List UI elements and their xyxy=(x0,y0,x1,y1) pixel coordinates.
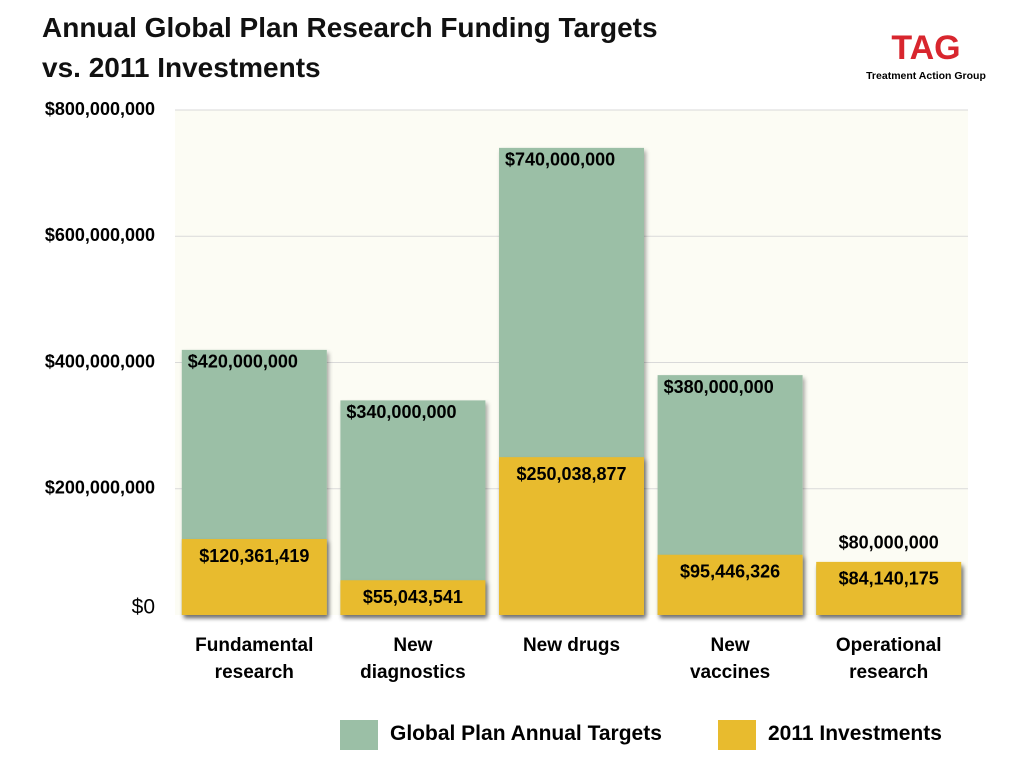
value-label: $380,000,000 xyxy=(664,377,774,397)
x-tick-label: New vaccines xyxy=(689,635,771,683)
legend-swatch xyxy=(340,720,378,750)
legend-swatch xyxy=(718,720,756,750)
value-label: $420,000,000 xyxy=(188,352,298,372)
bar xyxy=(340,580,486,615)
value-label: $80,000,000 xyxy=(839,533,939,553)
y-tick-label: $400,000,000 xyxy=(45,351,155,371)
bar xyxy=(499,457,644,615)
legend-label: 2011 Investments xyxy=(768,722,942,745)
value-label: $250,038,877 xyxy=(516,464,626,484)
bar xyxy=(340,400,486,615)
y-tick-label: $0 xyxy=(132,596,155,619)
value-label: $95,446,326 xyxy=(680,561,780,581)
y-tick-label: $600,000,000 xyxy=(45,225,155,245)
x-tick-label: New drugs xyxy=(522,635,621,656)
x-tick-label: New diagnostics xyxy=(360,635,466,683)
x-tick-label: Fundamental research xyxy=(195,635,314,683)
bar xyxy=(657,554,803,615)
x-tick-label: Operational research xyxy=(835,635,942,683)
legend-label: Global Plan Annual Targets xyxy=(390,722,662,745)
bar xyxy=(816,561,962,615)
logo-name: Treatment Action Group xyxy=(866,70,986,82)
value-label: $340,000,000 xyxy=(346,402,456,422)
value-label: $84,140,175 xyxy=(839,569,939,589)
value-label: $55,043,541 xyxy=(363,587,463,607)
bar xyxy=(181,539,327,615)
chart-title: Annual Global Plan Research Funding Targ… xyxy=(42,12,658,83)
y-tick-label: $800,000,000 xyxy=(45,99,155,119)
y-tick-label: $200,000,000 xyxy=(45,478,155,498)
value-label: $740,000,000 xyxy=(505,150,615,170)
value-label: $120,361,419 xyxy=(199,546,309,566)
logo-mark: TAG xyxy=(891,29,960,67)
